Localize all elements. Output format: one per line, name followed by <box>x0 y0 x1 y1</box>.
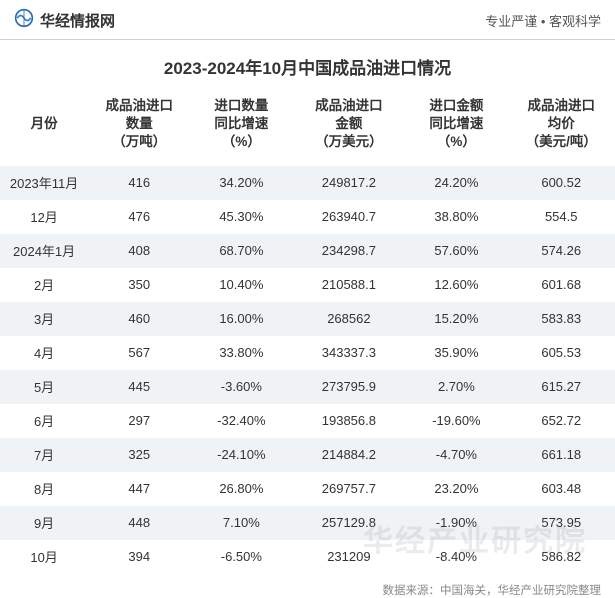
cell-amt_g: 38.80% <box>405 200 507 234</box>
table-row: 9月4487.10%257129.8-1.90%573.95 <box>0 506 615 540</box>
brand-slogan: 专业严谨 • 客观科学 <box>485 11 601 30</box>
cell-price: 605.53 <box>507 336 615 370</box>
cell-amt: 231209 <box>292 540 405 574</box>
cell-amt_g: 23.20% <box>405 472 507 506</box>
cell-price: 601.68 <box>507 268 615 302</box>
cell-qty_g: -6.50% <box>190 540 292 574</box>
table-row: 7月325-24.10%214884.2-4.70%661.18 <box>0 438 615 472</box>
cell-price: 554.5 <box>507 200 615 234</box>
cell-month: 12月 <box>0 200 88 234</box>
cell-month: 3月 <box>0 302 88 336</box>
cell-price: 661.18 <box>507 438 615 472</box>
cell-amt_g: 15.20% <box>405 302 507 336</box>
cell-qty: 445 <box>88 370 190 404</box>
cell-qty: 325 <box>88 438 190 472</box>
table-row: 2024年1月40868.70%234298.757.60%574.26 <box>0 234 615 268</box>
table-title: 2023-2024年10月中国成品油进口情况 <box>0 40 615 89</box>
cell-amt: 343337.3 <box>292 336 405 370</box>
data-table: 月份 成品油进口数量（万吨） 进口数量同比增速（%） 成品油进口金额（万美元） … <box>0 89 615 574</box>
cell-qty: 408 <box>88 234 190 268</box>
cell-qty: 416 <box>88 166 190 200</box>
cell-amt_g: 12.60% <box>405 268 507 302</box>
cell-qty_g: -32.40% <box>190 404 292 438</box>
brand-name: 华经情报网 <box>40 10 115 31</box>
cell-qty_g: 26.80% <box>190 472 292 506</box>
col-header-month: 月份 <box>0 89 88 166</box>
cell-price: 615.27 <box>507 370 615 404</box>
col-header-amtg: 进口金额同比增速（%） <box>405 89 507 166</box>
cell-price: 603.48 <box>507 472 615 506</box>
cell-month: 9月 <box>0 506 88 540</box>
cell-qty: 350 <box>88 268 190 302</box>
table-row: 3月46016.00%26856215.20%583.83 <box>0 302 615 336</box>
cell-amt: 193856.8 <box>292 404 405 438</box>
cell-price: 600.52 <box>507 166 615 200</box>
table-row: 6月297-32.40%193856.8-19.60%652.72 <box>0 404 615 438</box>
cell-qty: 460 <box>88 302 190 336</box>
cell-price: 573.95 <box>507 506 615 540</box>
table-row: 4月56733.80%343337.335.90%605.53 <box>0 336 615 370</box>
cell-amt_g: 57.60% <box>405 234 507 268</box>
cell-qty: 476 <box>88 200 190 234</box>
cell-amt: 269757.7 <box>292 472 405 506</box>
cell-amt: 249817.2 <box>292 166 405 200</box>
cell-qty_g: 34.20% <box>190 166 292 200</box>
cell-price: 583.83 <box>507 302 615 336</box>
cell-month: 2月 <box>0 268 88 302</box>
cell-amt_g: 35.90% <box>405 336 507 370</box>
table-row: 2023年11月41634.20%249817.224.20%600.52 <box>0 166 615 200</box>
table-row: 5月445-3.60%273795.92.70%615.27 <box>0 370 615 404</box>
cell-price: 652.72 <box>507 404 615 438</box>
col-header-qtyg: 进口数量同比增速（%） <box>190 89 292 166</box>
cell-qty_g: 16.00% <box>190 302 292 336</box>
cell-price: 586.82 <box>507 540 615 574</box>
cell-amt: 257129.8 <box>292 506 405 540</box>
cell-qty_g: 45.30% <box>190 200 292 234</box>
cell-month: 2023年11月 <box>0 166 88 200</box>
table-row: 2月35010.40%210588.112.60%601.68 <box>0 268 615 302</box>
cell-month: 2024年1月 <box>0 234 88 268</box>
cell-amt_g: -8.40% <box>405 540 507 574</box>
page-header: 华经情报网 专业严谨 • 客观科学 <box>0 0 615 40</box>
cell-month: 7月 <box>0 438 88 472</box>
cell-amt: 273795.9 <box>292 370 405 404</box>
table-row: 8月44726.80%269757.723.20%603.48 <box>0 472 615 506</box>
cell-amt_g: -1.90% <box>405 506 507 540</box>
cell-qty: 447 <box>88 472 190 506</box>
cell-qty_g: 10.40% <box>190 268 292 302</box>
cell-amt: 214884.2 <box>292 438 405 472</box>
data-source: 数据来源：中国海关，华经产业研究院整理 <box>0 574 615 598</box>
logo-icon <box>14 8 34 33</box>
cell-amt: 263940.7 <box>292 200 405 234</box>
cell-qty_g: -24.10% <box>190 438 292 472</box>
cell-amt_g: 24.20% <box>405 166 507 200</box>
cell-amt_g: -4.70% <box>405 438 507 472</box>
cell-month: 4月 <box>0 336 88 370</box>
cell-price: 574.26 <box>507 234 615 268</box>
col-header-qty: 成品油进口数量（万吨） <box>88 89 190 166</box>
table-header-row: 月份 成品油进口数量（万吨） 进口数量同比增速（%） 成品油进口金额（万美元） … <box>0 89 615 166</box>
cell-qty_g: 7.10% <box>190 506 292 540</box>
cell-month: 6月 <box>0 404 88 438</box>
cell-qty_g: -3.60% <box>190 370 292 404</box>
cell-amt: 234298.7 <box>292 234 405 268</box>
table-row: 10月394-6.50%231209-8.40%586.82 <box>0 540 615 574</box>
cell-amt_g: -19.60% <box>405 404 507 438</box>
cell-amt_g: 2.70% <box>405 370 507 404</box>
cell-amt: 210588.1 <box>292 268 405 302</box>
cell-amt: 268562 <box>292 302 405 336</box>
cell-qty: 297 <box>88 404 190 438</box>
brand: 华经情报网 <box>14 8 115 33</box>
col-header-price: 成品油进口均价（美元/吨） <box>507 89 615 166</box>
cell-qty_g: 68.70% <box>190 234 292 268</box>
cell-month: 5月 <box>0 370 88 404</box>
cell-qty: 567 <box>88 336 190 370</box>
cell-qty: 394 <box>88 540 190 574</box>
cell-month: 8月 <box>0 472 88 506</box>
cell-qty: 448 <box>88 506 190 540</box>
col-header-amt: 成品油进口金额（万美元） <box>292 89 405 166</box>
cell-qty_g: 33.80% <box>190 336 292 370</box>
table-row: 12月47645.30%263940.738.80%554.5 <box>0 200 615 234</box>
cell-month: 10月 <box>0 540 88 574</box>
